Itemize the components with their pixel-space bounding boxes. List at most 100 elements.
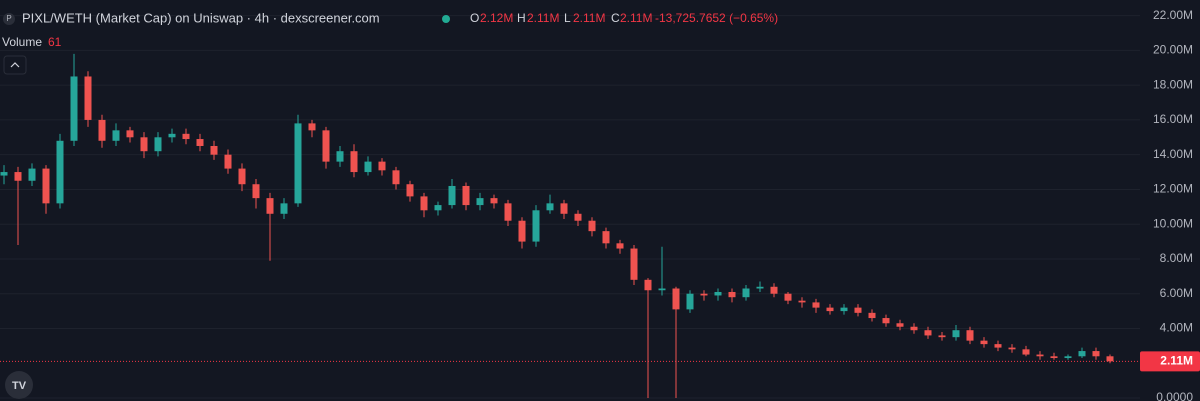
candle-body [182,133,190,140]
candle-body [1092,351,1100,357]
candle-body [364,161,372,173]
y-tick-label: 16.00M [1153,112,1193,126]
candle-body [238,168,246,185]
candle-body [742,288,750,298]
candle-body [868,312,876,319]
candle-body [1036,354,1044,357]
volume-value: 61 [48,35,62,49]
candle-body [560,203,568,214]
candle-body [224,154,232,169]
candle-body [252,184,260,199]
candle-body [952,330,960,338]
candle-body [0,172,8,176]
candle-body [336,151,344,162]
status-dot [442,15,450,23]
candle-body [294,123,302,204]
candle-body [98,119,106,141]
candle-body [546,203,554,211]
candle-body [1064,356,1072,359]
volume-label: Volume [2,35,42,49]
candle-body [434,205,442,211]
token-icon-letter: P [6,14,11,23]
candle-body [826,307,834,312]
candle-body [658,288,666,291]
candle-body [1008,347,1016,350]
ohlc-value: 2.11M [573,11,605,25]
candle-body [490,198,498,204]
change: -13,725.7652 (−0.65%) [655,11,778,25]
candles [0,53,1140,398]
candle-body [322,130,330,162]
candle-body [840,307,848,312]
candle-body [210,145,218,155]
candle-body [308,123,316,131]
candle-body [532,210,540,242]
candle-body [1106,356,1114,362]
collapse-icon [10,62,20,68]
candle-body [728,291,736,298]
candle-body [770,286,778,294]
candle-body [966,330,974,341]
candle-body [14,172,22,181]
candle-body [994,344,1002,348]
candle-body [462,185,470,206]
grid [0,15,1140,399]
candle-body [392,170,400,185]
y-tick-label: 0.0000 [1156,390,1193,401]
candle-body [84,76,92,120]
candle-body [910,326,918,331]
logo[interactable] [5,371,33,399]
candle-body [616,243,624,249]
ohlc-value: 2.11M [620,11,652,25]
price-axis: 0.0000 4.00M 6.00M 8.00M 10.00M 12.00M 14.00M 1… [1140,8,1200,401]
candle-body [168,133,176,138]
candle-body [196,139,204,146]
candle-body [938,335,946,338]
candle-body [630,248,638,280]
candle-body [686,293,694,310]
ohlc-key: H [517,11,526,25]
ohlc-key: L [564,11,571,25]
y-tick-label: 10.00M [1153,216,1193,230]
candle-body [644,279,652,291]
y-tick-label: 14.00M [1153,147,1193,161]
candle-body [70,76,78,141]
candle-body [518,220,526,242]
candle-body [896,323,904,327]
candle-body [714,291,722,296]
candle-body [378,161,386,171]
candle-body [882,318,890,324]
candle-body [504,203,512,221]
y-tick-label: 20.00M [1153,43,1193,57]
candle-body [42,168,50,204]
candle-body [280,203,288,214]
candle-body [28,168,36,181]
candle-body [420,196,428,211]
candle-body [448,185,456,206]
candle-body [56,140,64,204]
candle-body [476,198,484,206]
candle-body [672,288,680,310]
collapse-button[interactable] [3,55,27,75]
y-tick-label: 8.00M [1160,251,1193,265]
logo-text: TV [12,380,27,392]
symbol-title: PIXL/WETH (Market Cap) on Uniswap · 4h ·… [22,10,380,25]
candle-body [406,184,414,197]
candle-body [126,130,134,138]
candle-body [1022,349,1030,355]
candle-body [112,130,120,141]
token-icon [3,13,15,25]
last-price-box [1140,351,1200,372]
candle-body [812,302,820,308]
candle-body [350,151,358,173]
candle-body [588,220,596,232]
candle-body [700,293,708,296]
ohlc-key: O [470,11,479,25]
candle-body [574,213,582,221]
y-tick-label: 12.00M [1153,182,1193,196]
candle-body [756,286,764,289]
candle-body [602,231,610,244]
